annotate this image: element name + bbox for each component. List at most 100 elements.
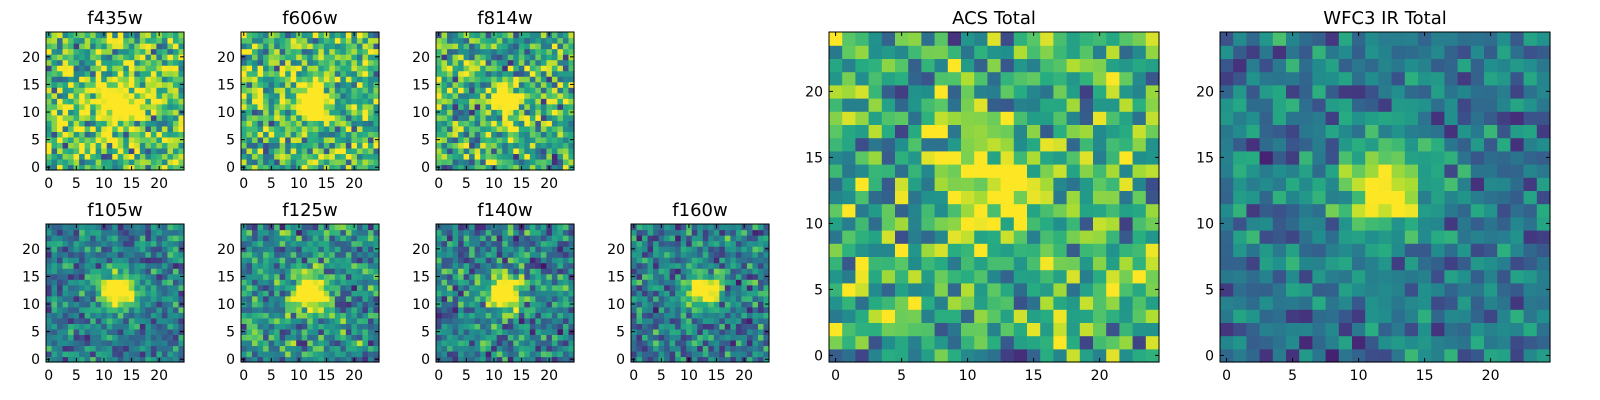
heatmap-cell bbox=[636, 240, 643, 247]
heatmap-cell bbox=[730, 345, 737, 352]
x-tick-label: 20 bbox=[540, 176, 558, 192]
heatmap-cell bbox=[496, 235, 503, 242]
heatmap-cell bbox=[474, 92, 481, 99]
heatmap-cell bbox=[463, 257, 470, 264]
heatmap-cell bbox=[708, 339, 715, 347]
heatmap-cell bbox=[95, 125, 102, 132]
heatmap-cell bbox=[172, 147, 180, 155]
heatmap-cell bbox=[987, 243, 1002, 257]
heatmap-cell bbox=[106, 87, 113, 94]
heatmap-cell bbox=[145, 229, 152, 236]
heatmap-cell bbox=[546, 317, 553, 324]
heatmap-cell bbox=[128, 65, 135, 72]
heatmap-cell bbox=[128, 136, 135, 143]
heatmap-cell bbox=[947, 322, 962, 337]
heatmap-cell bbox=[318, 109, 325, 116]
heatmap-cell bbox=[318, 59, 325, 66]
heatmap-cell bbox=[51, 339, 58, 347]
heatmap-cell bbox=[68, 59, 75, 66]
heatmap-cell bbox=[356, 312, 364, 319]
heatmap-cell bbox=[296, 334, 303, 341]
heatmap-cell bbox=[241, 37, 248, 44]
heatmap-cell bbox=[79, 103, 86, 110]
heatmap-cell bbox=[79, 240, 86, 247]
heatmap-cell bbox=[123, 301, 130, 308]
heatmap-cell bbox=[691, 301, 698, 308]
heatmap-cell bbox=[323, 328, 330, 335]
heatmap-cell bbox=[156, 158, 163, 166]
heatmap-cell bbox=[84, 273, 91, 280]
heatmap-cell bbox=[987, 256, 1002, 271]
heatmap-cell bbox=[367, 246, 375, 253]
heatmap-cell bbox=[463, 109, 470, 116]
heatmap-cell bbox=[741, 246, 748, 253]
heatmap-cell bbox=[356, 235, 364, 242]
heatmap-cell bbox=[367, 301, 375, 308]
heatmap-cell bbox=[106, 262, 113, 269]
heatmap-cell bbox=[452, 317, 459, 324]
heatmap-cell bbox=[101, 328, 108, 335]
heatmap-cell bbox=[469, 76, 476, 83]
heatmap-cell bbox=[686, 240, 693, 247]
heatmap-cell bbox=[112, 229, 119, 236]
heatmap-cell bbox=[557, 125, 564, 132]
heatmap-cell bbox=[123, 37, 130, 44]
heatmap-cell bbox=[551, 92, 559, 99]
heatmap-cell bbox=[763, 224, 770, 231]
heatmap-cell bbox=[540, 262, 547, 269]
heatmap-cell bbox=[557, 246, 564, 253]
heatmap-cell bbox=[139, 70, 146, 77]
heatmap-cell bbox=[551, 131, 559, 138]
heatmap-cell bbox=[296, 350, 303, 358]
heatmap-cell bbox=[279, 284, 286, 291]
heatmap-cell bbox=[167, 92, 174, 99]
heatmap-cell bbox=[150, 48, 157, 55]
heatmap-cell bbox=[702, 345, 709, 352]
heatmap-cell bbox=[524, 290, 531, 297]
heatmap-cell bbox=[145, 125, 152, 132]
heatmap-cell bbox=[529, 268, 536, 275]
heatmap-cell bbox=[274, 87, 281, 94]
heatmap-cell bbox=[702, 301, 709, 308]
heatmap-cell bbox=[241, 317, 248, 324]
heatmap-cell bbox=[507, 43, 514, 50]
heatmap-cell bbox=[106, 147, 113, 155]
heatmap-cell bbox=[318, 339, 325, 347]
heatmap-cell bbox=[658, 306, 665, 313]
heatmap-cell bbox=[128, 240, 135, 247]
heatmap-cell bbox=[702, 317, 709, 324]
heatmap-cell bbox=[691, 279, 698, 286]
heatmap-cell bbox=[452, 65, 459, 72]
heatmap-cell bbox=[741, 290, 748, 297]
heatmap-cell bbox=[274, 136, 281, 143]
heatmap-cell bbox=[458, 284, 465, 291]
heatmap-cell bbox=[987, 282, 1002, 297]
heatmap-cell bbox=[496, 268, 503, 275]
heatmap-cell bbox=[746, 301, 754, 308]
heatmap-cell bbox=[491, 317, 498, 324]
heatmap-cell bbox=[686, 262, 693, 269]
heatmap-cell bbox=[485, 81, 492, 88]
heatmap-cell bbox=[653, 334, 660, 341]
heatmap-cell bbox=[285, 92, 292, 99]
heatmap-cell bbox=[150, 251, 157, 258]
heatmap-cell bbox=[323, 43, 330, 50]
heatmap-cell bbox=[658, 301, 665, 308]
heatmap-cell bbox=[895, 177, 909, 191]
heatmap-cell bbox=[252, 114, 259, 121]
heatmap-cell bbox=[987, 164, 1002, 178]
heatmap-cell bbox=[934, 296, 949, 310]
heatmap-cell bbox=[1079, 269, 1094, 284]
heatmap-cell bbox=[697, 273, 704, 280]
heatmap-cell bbox=[279, 109, 286, 116]
heatmap-cell bbox=[62, 32, 69, 39]
heatmap-cell bbox=[101, 70, 108, 77]
heatmap-cell bbox=[653, 345, 660, 352]
heatmap-cell bbox=[947, 216, 962, 231]
heatmap-cell bbox=[540, 295, 547, 302]
heatmap-cell bbox=[502, 334, 509, 341]
heatmap-cell bbox=[79, 131, 86, 138]
heatmap-cell bbox=[631, 251, 638, 258]
heatmap-cell bbox=[724, 328, 731, 335]
heatmap-cell bbox=[106, 65, 113, 72]
